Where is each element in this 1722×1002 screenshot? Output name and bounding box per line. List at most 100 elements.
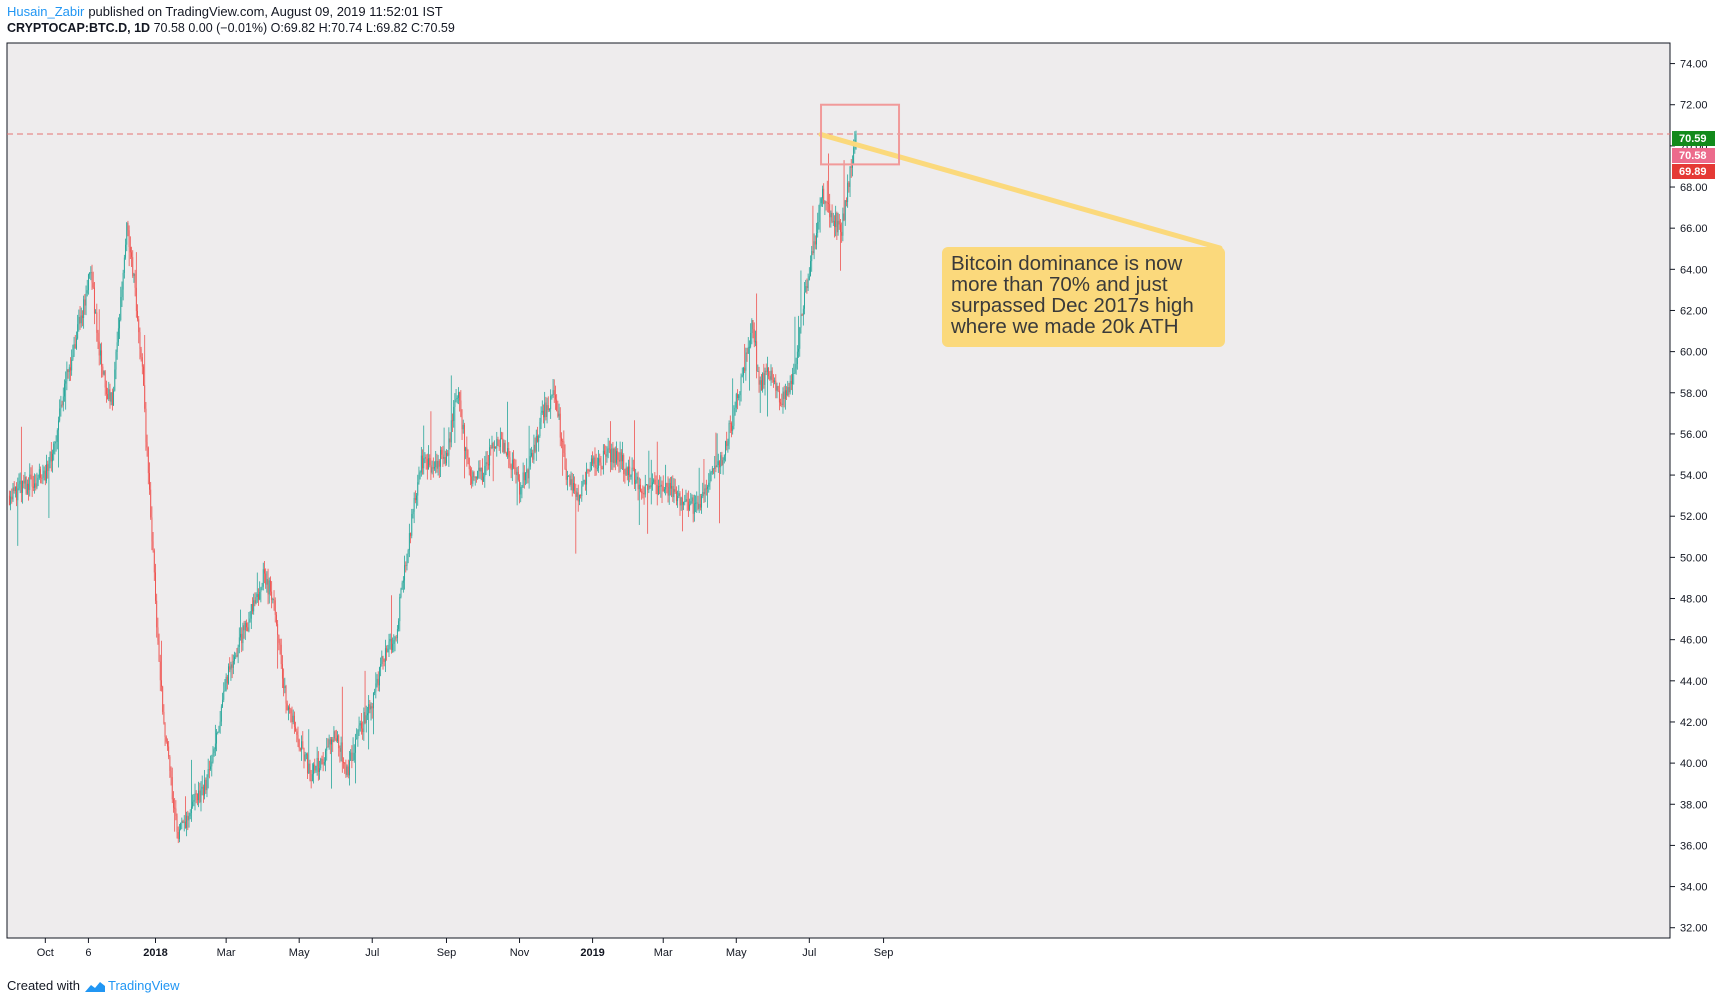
candle-body	[153, 550, 155, 573]
candle-body	[212, 753, 214, 762]
candle-body	[498, 445, 500, 448]
y-tick-label: 46.00	[1680, 635, 1708, 647]
candle-body	[693, 503, 695, 514]
candle-body	[243, 625, 245, 631]
candle-body	[72, 355, 74, 360]
candle-body	[134, 273, 136, 288]
candle-body	[11, 496, 13, 500]
candle-body	[290, 709, 292, 714]
tradingview-link[interactable]: TradingView	[84, 978, 180, 993]
candle-body	[358, 725, 360, 731]
price-badge	[1672, 148, 1715, 163]
candle-body	[477, 471, 479, 479]
candle-body	[834, 220, 835, 228]
candle-body	[632, 467, 634, 469]
candle-body	[635, 479, 637, 485]
candle-body	[631, 467, 633, 475]
candles-layer	[8, 130, 857, 844]
candle-body	[55, 441, 57, 443]
candle-body	[378, 667, 380, 686]
author-link[interactable]: Husain_Zabir	[7, 4, 85, 19]
highlight-box[interactable]	[820, 103, 901, 166]
candle-body	[557, 410, 559, 417]
candle-body	[68, 367, 70, 373]
candle-body	[417, 482, 419, 496]
candle-body	[689, 504, 691, 510]
candle-body	[127, 222, 129, 231]
candle-body	[242, 625, 244, 644]
candle-body	[13, 487, 15, 491]
candle-body	[647, 484, 649, 490]
candle-body	[369, 704, 371, 710]
candle-body	[705, 488, 707, 490]
candle-body	[256, 594, 258, 598]
candle-body	[250, 604, 252, 619]
candle-body	[356, 738, 358, 740]
candle-body	[236, 655, 238, 657]
candle-body	[151, 517, 153, 542]
candle-body	[766, 367, 768, 372]
candle-body	[552, 390, 554, 396]
candle-body	[399, 596, 401, 622]
plot-area[interactable]	[6, 42, 1671, 939]
candle-body	[669, 483, 671, 489]
candle-body	[219, 721, 221, 727]
candle-body	[44, 470, 46, 481]
candle-body	[743, 367, 744, 376]
candle-body	[681, 497, 683, 505]
candle-body	[246, 622, 247, 628]
candle-body	[220, 706, 222, 722]
x-tick-label: May	[289, 947, 310, 959]
candle-body	[291, 713, 293, 723]
candle-body	[258, 594, 259, 600]
candle-body	[617, 451, 619, 460]
candle-body	[685, 499, 687, 502]
annotation-callout[interactable]: Bitcoin dominance is now more than 70% a…	[942, 247, 1225, 347]
candle-body	[533, 444, 535, 460]
candle-body	[337, 735, 338, 741]
candle-body	[29, 474, 31, 491]
candle-body	[739, 391, 741, 396]
candle-body	[599, 458, 601, 463]
candle-body	[783, 391, 785, 399]
candle-body	[247, 627, 249, 632]
candle-body	[171, 777, 173, 800]
candle-body	[79, 316, 81, 324]
candle-body	[513, 459, 514, 468]
x-tick-label: Nov	[510, 947, 530, 959]
candle-body	[698, 504, 700, 509]
ohlc-quote: 70.58 0.00 (−0.01%) O:69.82 H:70.74 L:69…	[153, 21, 455, 35]
candle-body	[638, 484, 640, 490]
candle-body	[587, 469, 589, 471]
candle-body	[527, 469, 529, 479]
candle-body	[163, 711, 165, 724]
candle-body	[418, 472, 420, 483]
candle-body	[278, 634, 280, 643]
candle-body	[200, 788, 202, 803]
candle-body	[808, 276, 810, 281]
candle-body	[273, 598, 275, 601]
candle-body	[173, 799, 174, 808]
candle-body	[478, 467, 480, 472]
candle-body	[284, 686, 286, 689]
candle-body	[116, 342, 118, 352]
candle-body	[594, 457, 596, 466]
candle-body	[514, 467, 516, 469]
candle-body	[111, 392, 113, 406]
candle-body	[137, 310, 138, 320]
candle-body	[28, 483, 30, 491]
symbol-label: CRYPTOCAP:BTC.D, 1D	[7, 21, 151, 35]
candle-body	[229, 666, 231, 670]
candle-body	[422, 455, 423, 469]
candle-body	[643, 493, 645, 495]
candle-body	[103, 371, 105, 375]
candle-body	[341, 742, 343, 762]
annotation-line-2: more than 70% and just	[951, 273, 1168, 296]
candle-body	[184, 821, 186, 828]
candle-body	[107, 394, 109, 400]
candle-body	[434, 467, 435, 469]
candle-body	[307, 754, 309, 774]
candle-body	[830, 212, 832, 218]
candle-body	[61, 404, 63, 406]
